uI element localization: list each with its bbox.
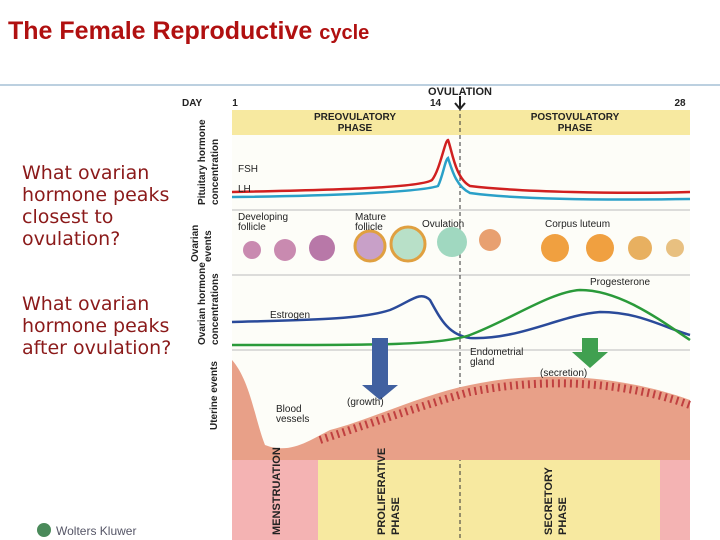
label: gland <box>470 357 494 368</box>
label: events <box>203 230 214 262</box>
label: Ovarian <box>190 225 201 262</box>
menstruation-band <box>232 460 318 540</box>
arrow <box>362 338 398 400</box>
label: vessels <box>276 414 309 425</box>
label: FSH <box>238 164 258 175</box>
label: 1 <box>232 98 238 109</box>
label: Corpus luteum <box>545 219 610 230</box>
label: PREOVULATORY <box>314 112 396 123</box>
label: OVULATION <box>428 86 492 98</box>
label: (secretion) <box>540 368 587 379</box>
logo-icon <box>37 523 51 537</box>
label: follicle <box>355 222 383 233</box>
secretory-band <box>460 460 660 540</box>
arrow <box>572 338 608 368</box>
slide-title: The Female Reproductive cycle <box>8 17 369 46</box>
label: PHASE <box>338 123 373 134</box>
proliferative-band <box>318 460 460 540</box>
arrow <box>454 96 466 111</box>
label: PHASE <box>390 497 402 535</box>
lh-curve <box>231 156 691 201</box>
blank <box>178 460 232 540</box>
label: concentrations <box>210 273 221 345</box>
uterine-lining <box>232 360 690 460</box>
label: SECRETORY <box>543 466 555 535</box>
menstruation-band <box>660 460 690 540</box>
label: LH <box>238 184 251 195</box>
fsh-curve <box>231 138 691 194</box>
label: PHASE <box>558 123 593 134</box>
label: (growth) <box>347 397 384 408</box>
estrogen-curve <box>231 294 691 340</box>
day-label: 14 <box>430 98 442 109</box>
label: Progesterone <box>590 277 650 288</box>
label: concentration <box>210 139 221 205</box>
question: What ovarian hormone peaks after ovulati… <box>22 293 172 359</box>
label: DAY <box>182 98 203 109</box>
label: POSTOVULATORY <box>531 112 620 123</box>
title-main: The Female Reproductive <box>8 17 313 45</box>
label: PHASE <box>557 497 569 535</box>
label: Ovarian hormone <box>197 262 208 345</box>
label: Mature <box>355 212 387 223</box>
label: Pituitary hormone <box>197 119 208 205</box>
label: PROLIFERATIVE <box>376 448 388 535</box>
label: Blood <box>276 404 302 415</box>
panel-lines <box>232 209 690 351</box>
progesterone-curve <box>231 288 691 347</box>
question: What ovarian hormone peaks closest to ov… <box>22 162 170 250</box>
logo: Wolters Kluwer <box>56 524 136 538</box>
label: Endometrial <box>470 347 523 358</box>
phase-band <box>232 110 690 135</box>
label: MENSTRUATION <box>271 447 283 535</box>
follicles <box>243 225 684 263</box>
label: Developing <box>238 212 288 223</box>
label: Uterine events <box>209 361 220 430</box>
title-suffix: cycle <box>319 22 370 44</box>
label: Estrogen <box>270 310 310 321</box>
label: 28 <box>674 98 686 109</box>
label: follicle <box>238 222 266 233</box>
label: Ovulation <box>422 219 464 230</box>
